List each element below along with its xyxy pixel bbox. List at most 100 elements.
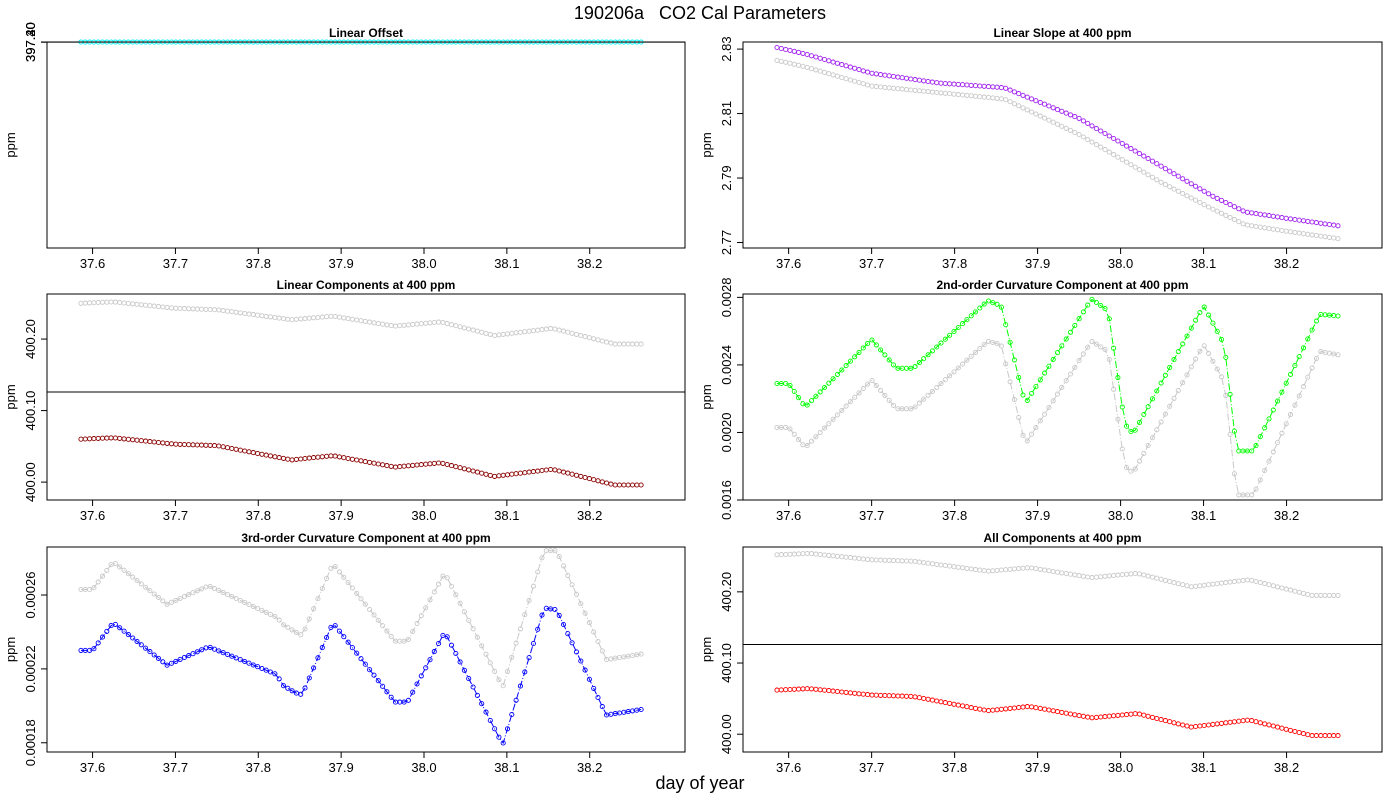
data-point xyxy=(1257,579,1263,586)
data-point xyxy=(860,345,866,351)
data-point xyxy=(1171,580,1177,586)
data-point xyxy=(912,694,918,700)
data-point xyxy=(380,321,386,327)
data-point xyxy=(1037,705,1043,711)
data-point xyxy=(324,634,330,641)
data-point xyxy=(492,473,498,479)
data-point xyxy=(1042,411,1048,417)
data-point xyxy=(1059,709,1065,715)
data-point xyxy=(1067,329,1074,335)
data-point xyxy=(1063,570,1069,577)
data-point xyxy=(302,316,308,322)
data-point xyxy=(194,588,200,594)
data-point xyxy=(483,471,489,477)
x-tick-label: 37.8 xyxy=(942,760,967,775)
data-point xyxy=(1054,709,1061,715)
data-point xyxy=(951,369,957,375)
figure-title: 190206a CO2 Cal Parameters xyxy=(573,3,827,23)
data-point xyxy=(324,453,330,459)
data-point xyxy=(1322,592,1328,598)
data-point xyxy=(160,440,166,446)
data-point xyxy=(436,581,442,587)
data-point xyxy=(336,314,343,320)
chart-panel-3: Linear Components at 400 ppm ppm 400.00 400… xyxy=(3,278,686,523)
data-point xyxy=(1309,733,1315,739)
y-tick-label: 400.20 xyxy=(23,319,38,359)
data-point xyxy=(873,382,879,389)
data-point xyxy=(487,472,493,478)
data-point xyxy=(573,472,580,478)
data-point xyxy=(1218,580,1225,586)
data-point xyxy=(1318,592,1324,598)
data-point xyxy=(882,692,888,699)
data-point xyxy=(324,575,330,581)
data-point xyxy=(504,331,511,337)
data-point xyxy=(104,435,110,441)
data-point xyxy=(977,83,983,89)
data-point xyxy=(1210,581,1216,587)
data-point xyxy=(638,482,644,488)
data-point xyxy=(929,89,935,95)
data-point xyxy=(1167,403,1173,409)
data-point xyxy=(834,371,840,377)
series-1 xyxy=(774,338,1341,498)
data-point xyxy=(921,78,927,84)
data-point xyxy=(1249,492,1255,498)
data-point xyxy=(539,327,545,333)
data-point xyxy=(955,324,961,331)
data-point xyxy=(138,581,144,587)
data-point xyxy=(886,693,892,699)
data-point xyxy=(908,558,914,564)
y-axis-label: ppm xyxy=(699,132,714,157)
data-point xyxy=(362,459,368,465)
series-1 xyxy=(774,550,1341,598)
data-point xyxy=(908,87,914,93)
data-point xyxy=(908,76,914,82)
data-point xyxy=(479,470,485,476)
data-point xyxy=(444,461,450,468)
data-point xyxy=(461,466,467,472)
data-point xyxy=(638,341,644,347)
data-point xyxy=(1016,103,1022,109)
data-point xyxy=(1132,466,1138,472)
data-point xyxy=(834,688,840,695)
data-point xyxy=(470,626,476,632)
data-point xyxy=(960,92,966,98)
data-point xyxy=(839,74,845,81)
data-point xyxy=(384,322,390,328)
series-line xyxy=(777,340,1339,496)
data-point xyxy=(125,571,131,577)
data-point xyxy=(1072,129,1078,136)
data-point xyxy=(1089,139,1095,145)
data-point xyxy=(998,304,1004,310)
data-point xyxy=(787,60,793,66)
data-point xyxy=(1106,149,1112,155)
data-point xyxy=(267,611,274,617)
data-point xyxy=(1046,363,1052,369)
plot-frame xyxy=(46,293,686,501)
data-point xyxy=(1257,720,1263,726)
data-point xyxy=(573,331,580,337)
data-point xyxy=(860,68,866,74)
data-point xyxy=(1223,720,1229,726)
data-point xyxy=(104,567,110,573)
data-point xyxy=(112,299,118,305)
data-point xyxy=(418,462,424,468)
data-point xyxy=(1193,723,1199,730)
data-point xyxy=(565,631,571,637)
data-point xyxy=(1270,723,1276,729)
data-point xyxy=(229,309,235,315)
data-point xyxy=(315,655,321,661)
data-point xyxy=(1201,582,1207,588)
data-point xyxy=(289,627,295,633)
data-point xyxy=(1016,414,1022,421)
data-point xyxy=(423,665,429,671)
data-point xyxy=(1270,407,1276,413)
data-point xyxy=(830,553,836,559)
data-point xyxy=(474,692,480,698)
data-point xyxy=(207,644,213,650)
data-point xyxy=(466,326,472,332)
data-point xyxy=(916,400,922,406)
data-point xyxy=(1050,105,1056,111)
data-point xyxy=(1067,711,1074,717)
